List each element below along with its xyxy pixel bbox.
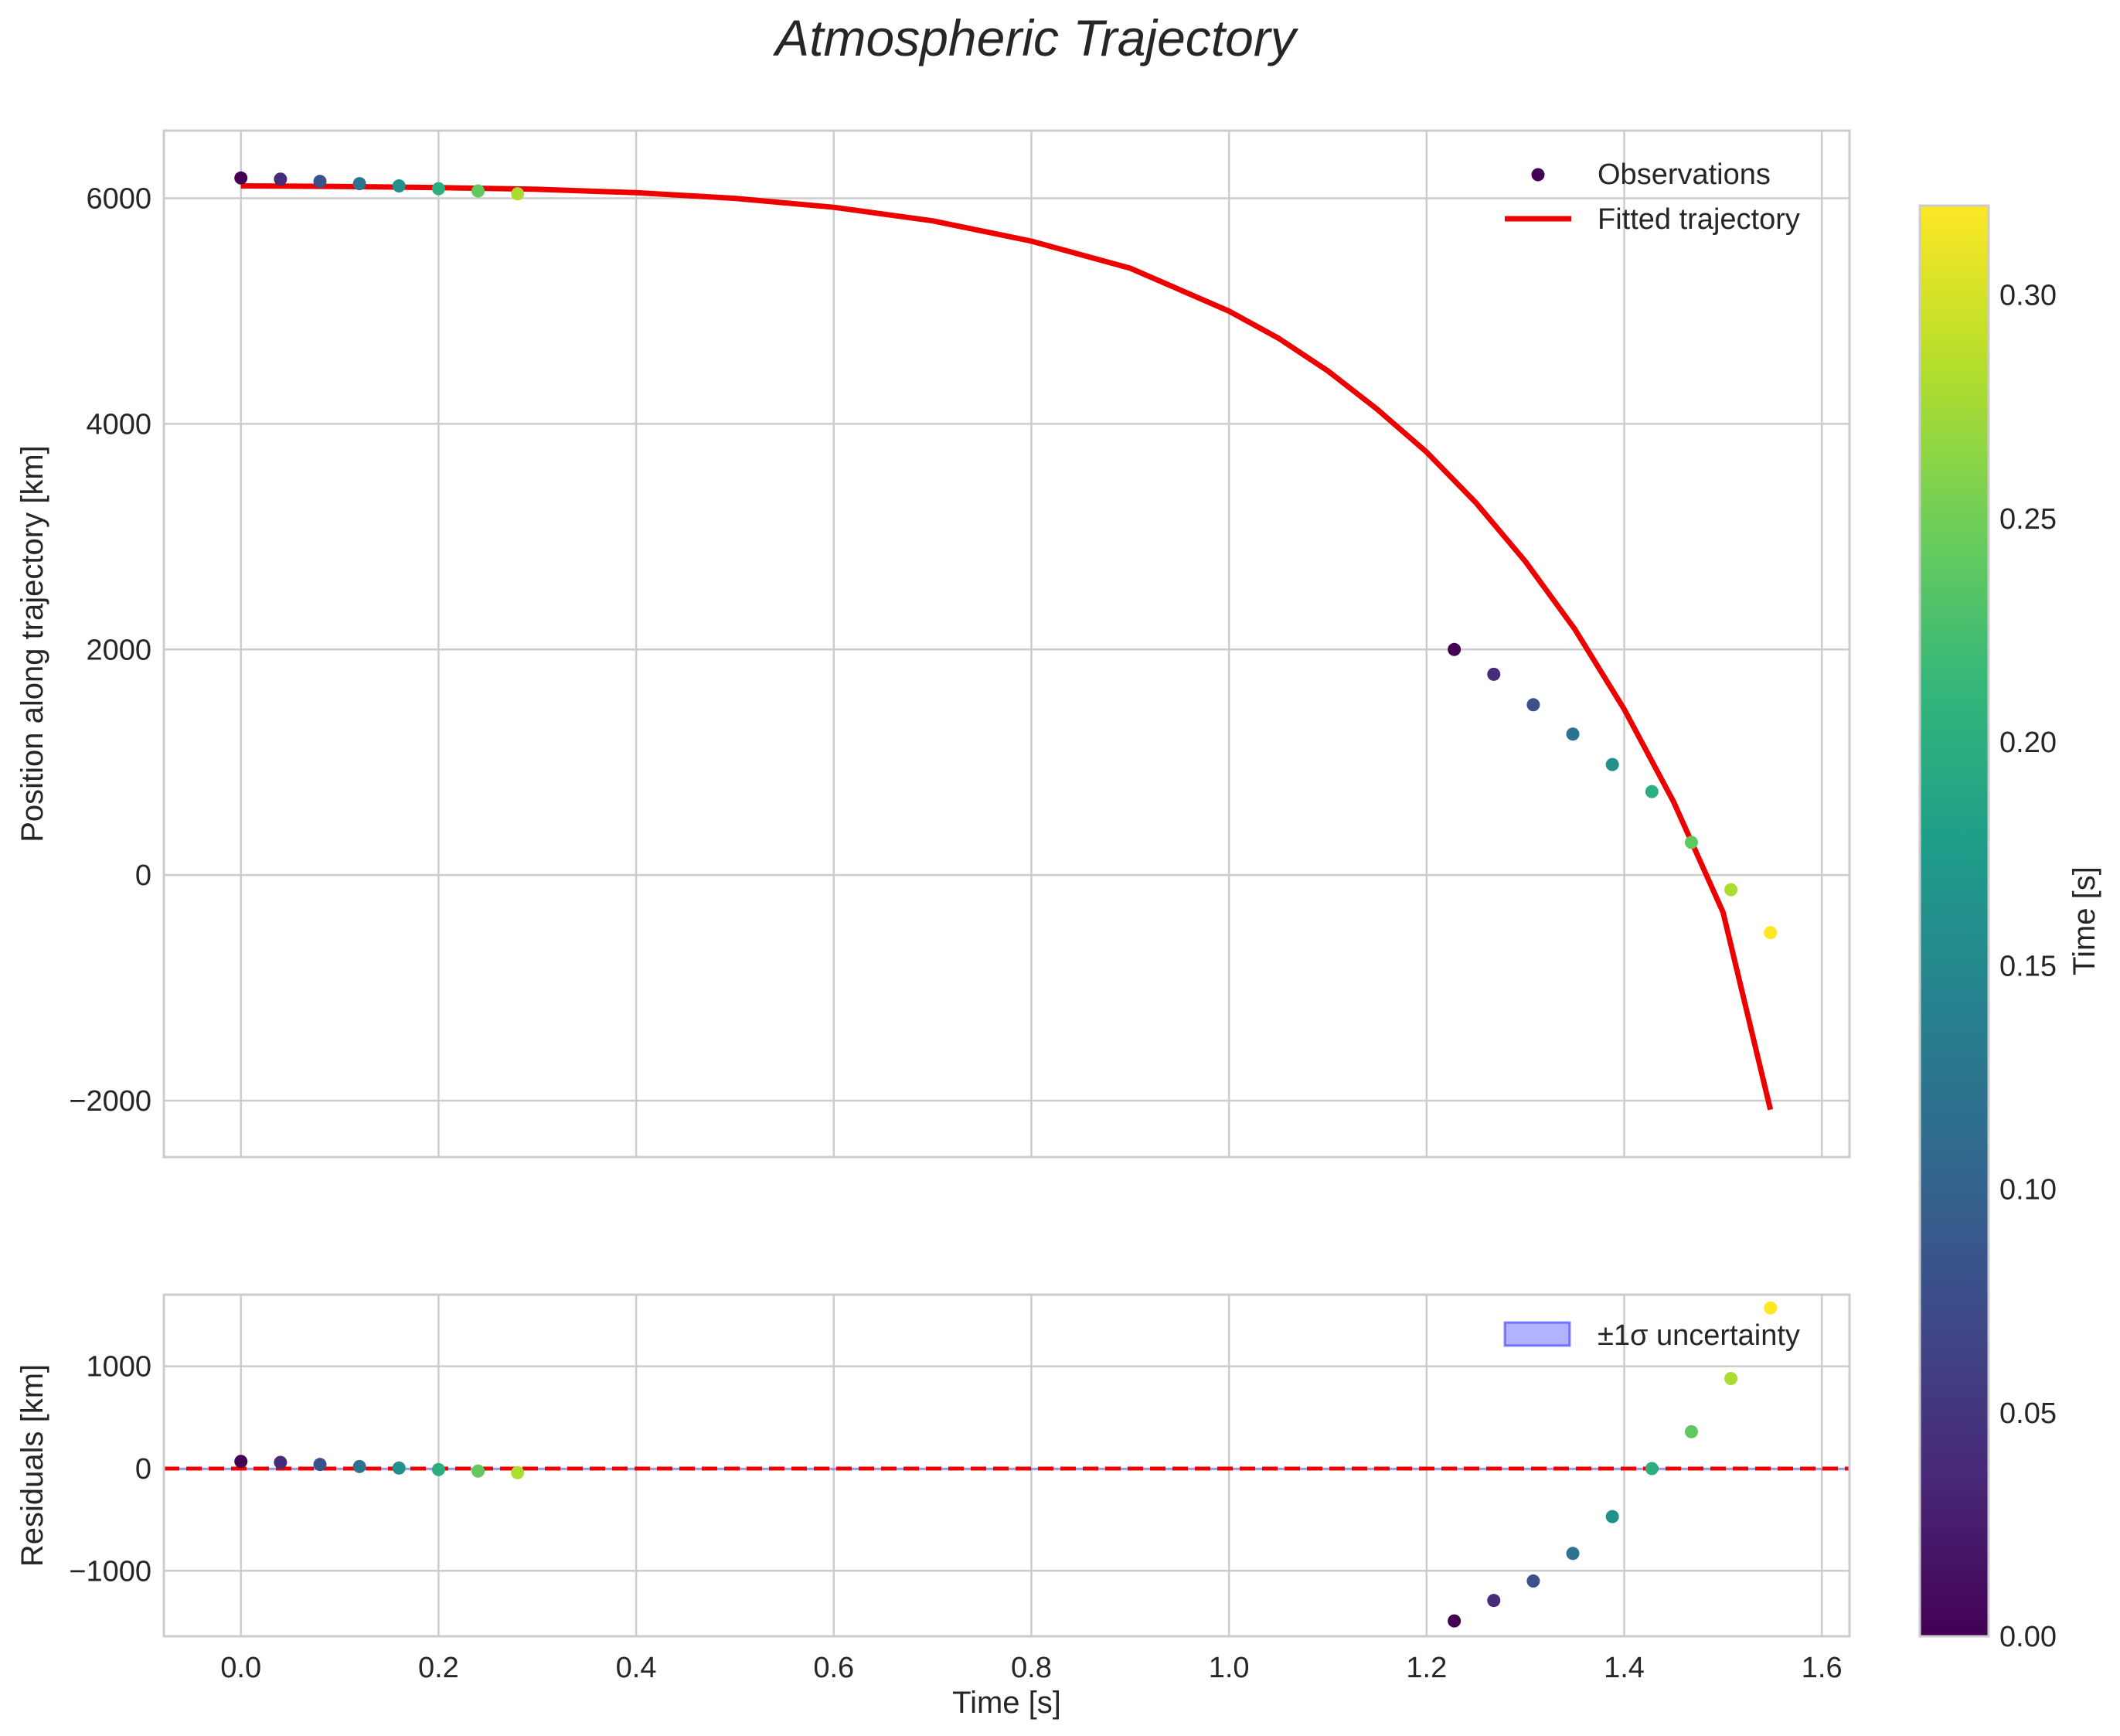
top-y-tick-label: 2000 — [86, 634, 151, 666]
top-y-tick-label: 6000 — [86, 183, 151, 216]
colorbar-tick-label: 0.10 — [1999, 1174, 2057, 1207]
residual-point — [471, 1464, 485, 1478]
observation-point — [274, 172, 288, 186]
observation-point — [1566, 727, 1580, 741]
bottom-y-tick-labels: −1000 0 1000 — [69, 1351, 151, 1588]
residual-point — [1645, 1462, 1659, 1476]
observation-point — [1487, 667, 1501, 681]
observation-point — [1645, 785, 1659, 798]
colorbar-tick-label: 0.25 — [1999, 503, 2057, 536]
residual-point — [1448, 1614, 1462, 1628]
colorbar-tick-label: 0.20 — [1999, 727, 2057, 759]
observation-point — [392, 179, 406, 193]
observation-point — [1605, 757, 1619, 771]
top-fit-layer — [240, 183, 1774, 1111]
x-tick-label: 1.4 — [1604, 1652, 1645, 1684]
top-observation-points — [234, 171, 1778, 940]
colorbar-gradient — [1918, 204, 1990, 1638]
bottom-axes-frame — [162, 1293, 1851, 1638]
x-tick-label: 0.8 — [1011, 1652, 1052, 1684]
residual-point — [392, 1461, 406, 1475]
top-axes-frame — [162, 129, 1851, 1159]
bottom-x-tick-labels: 0.0 0.2 0.4 0.6 0.8 1.0 1.2 1.4 1.6 — [220, 1652, 1842, 1684]
colorbar-tick-label: 0.30 — [1999, 280, 2057, 312]
observation-point — [313, 175, 327, 189]
observation-point — [1526, 698, 1540, 712]
x-tick-label: 0.0 — [220, 1652, 261, 1684]
top-y-tick-label: 0 — [135, 859, 151, 892]
observation-point — [431, 182, 445, 196]
x-tick-label: 1.0 — [1209, 1652, 1250, 1684]
observation-point — [234, 171, 248, 185]
top-y-tick-label: −2000 — [69, 1085, 151, 1118]
legend-uncertainty-swatch — [1503, 1321, 1571, 1347]
chart-title: Atmospheric Trajectory — [772, 9, 1299, 66]
top-y-tick-label: 4000 — [86, 408, 151, 441]
bottom-panel: −1000 0 1000 0.0 0.2 0.4 0.6 0.8 1.0 1.2 1.4 1.6 R… — [15, 1293, 1851, 1720]
residual-point — [1566, 1547, 1580, 1561]
observation-point — [352, 177, 366, 191]
x-tick-label: 0.6 — [813, 1652, 854, 1684]
legend-fit-label: Fitted trajectory — [1598, 203, 1800, 236]
residual-point — [431, 1462, 445, 1476]
x-tick-label: 0.2 — [418, 1652, 459, 1684]
legend-observations-marker — [1531, 168, 1545, 182]
residual-point — [1487, 1594, 1501, 1608]
residual-point — [1684, 1425, 1698, 1438]
x-tick-label: 0.4 — [616, 1652, 657, 1684]
top-legend: Observations Fitted trajectory — [1505, 158, 1800, 236]
residual-point — [511, 1465, 525, 1479]
bottom-y-axis-label: Residuals [km] — [15, 1364, 49, 1567]
bottom-legend: ±1σ uncertainty — [1503, 1319, 1800, 1352]
bottom-y-tick-label: 1000 — [86, 1351, 151, 1384]
residual-point — [1724, 1372, 1738, 1386]
legend-uncertainty-label: ±1σ uncertainty — [1598, 1319, 1800, 1352]
residual-point — [274, 1455, 288, 1469]
colorbar: 0.00 0.05 0.10 0.15 0.20 0.25 0.30 Time [s] — [1918, 204, 2101, 1653]
residual-point — [1605, 1510, 1619, 1523]
observation-point — [1764, 926, 1778, 940]
observation-point — [1724, 883, 1738, 897]
top-panel: −2000 0 2000 4000 6000 Position along trajec… — [15, 129, 1851, 1159]
legend-observations-label: Observations — [1598, 158, 1771, 191]
bottom-grid — [164, 1295, 1849, 1636]
x-tick-label: 1.6 — [1802, 1652, 1843, 1684]
x-tick-label: 1.2 — [1406, 1652, 1447, 1684]
residual-point — [1526, 1574, 1540, 1588]
colorbar-tick-label: 0.05 — [1999, 1397, 2057, 1430]
observation-point — [1448, 642, 1462, 656]
colorbar-tick-label: 0.00 — [1999, 1621, 2057, 1653]
observation-point — [511, 187, 525, 201]
colorbar-ticks: 0.00 0.05 0.10 0.15 0.20 0.25 0.30 — [1999, 280, 2057, 1653]
residual-point — [313, 1458, 327, 1472]
bottom-residual-points — [234, 1301, 1778, 1628]
residual-point — [234, 1455, 248, 1469]
observation-point — [1684, 836, 1698, 849]
top-y-axis-label: Position along trajectory [km] — [15, 445, 49, 842]
fitted-trajectory-line — [240, 183, 1774, 1111]
bottom-y-tick-label: 0 — [135, 1453, 151, 1486]
colorbar-label: Time [s] — [2067, 866, 2101, 975]
residual-point — [352, 1459, 366, 1473]
top-grid — [164, 131, 1849, 1157]
residual-point — [1764, 1301, 1778, 1315]
top-y-tick-labels: −2000 0 2000 4000 6000 — [69, 183, 151, 1118]
bottom-y-tick-label: −1000 — [69, 1555, 151, 1588]
colorbar-tick-label: 0.15 — [1999, 950, 2057, 982]
x-axis-label: Time [s] — [952, 1686, 1061, 1720]
observation-point — [471, 184, 485, 198]
